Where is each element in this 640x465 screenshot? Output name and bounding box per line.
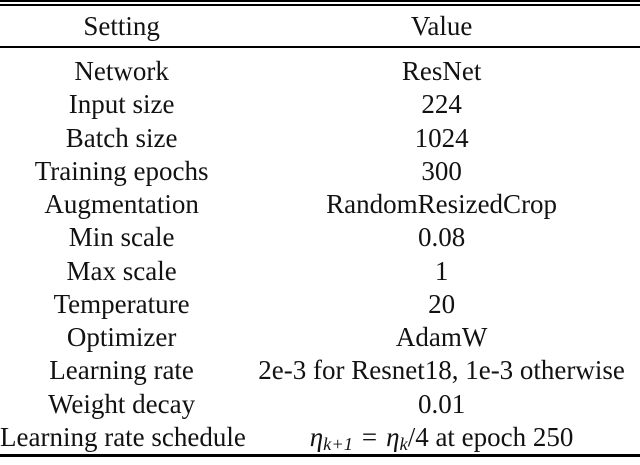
top-rule-outer (0, 0, 640, 2)
setting-cell: Batch size (65, 122, 178, 153)
value-cell: RandomResizedCrop (326, 189, 558, 220)
value-cell: 1024 (414, 122, 469, 153)
table-row-learning-rate: Learning rate 2e-3 for Resnet18, 1e-3 ot… (0, 354, 640, 387)
setting-cell: Learning rate (49, 355, 194, 386)
value-cell: ResNet (401, 56, 482, 87)
eta-subscript-kplus1: k+1 (323, 433, 353, 454)
setting-cell: Min scale (68, 222, 175, 253)
value-cell-math: ηk+1 = ηk/4 at epoch 250 (243, 421, 640, 454)
setting-cell: Optimizer (66, 322, 177, 353)
table-row-batch-size: Batch size 1024 (0, 122, 640, 155)
table-row-min-scale: Min scale 0.08 (0, 221, 640, 254)
table-row-training-epochs: Training epochs 300 (0, 155, 640, 188)
eta-subscript-k: k (399, 433, 408, 454)
header-rule (0, 46, 640, 48)
setting-cell: Training epochs (34, 155, 209, 186)
setting-cell: Augmentation (44, 189, 199, 220)
value-cell: 0.01 (417, 388, 466, 419)
setting-cell: Input size (68, 89, 175, 120)
header-spacer (0, 48, 640, 55)
value-cell: AdamW (395, 322, 488, 353)
table-row-input-size: Input size 224 (0, 88, 640, 121)
table-row-temperature: Temperature 20 (0, 288, 640, 321)
header-value: Value (410, 10, 473, 41)
table-row-augmentation: Augmentation RandomResizedCrop (0, 188, 640, 221)
eta-symbol: η (309, 421, 324, 452)
value-cell: 0.08 (417, 222, 466, 253)
setting-cell: Temperature (53, 288, 190, 319)
table-row-weight-decay: Weight decay 0.01 (0, 388, 640, 421)
setting-cell: Network (74, 56, 169, 87)
math-tail-text: /4 at epoch 250 (407, 421, 574, 452)
table-row-network: Network ResNet (0, 55, 640, 88)
top-rule-gap (0, 2, 640, 4)
value-cell: 1 (434, 255, 449, 286)
eta-symbol: η (386, 421, 400, 452)
value-cell: 20 (428, 288, 456, 319)
top-rule-inner (0, 4, 640, 6)
header-setting: Setting (83, 10, 160, 41)
table-row-max-scale: Max scale 1 (0, 255, 640, 288)
setting-cell: Weight decay (48, 388, 196, 419)
table-row-optimizer: Optimizer AdamW (0, 321, 640, 354)
bottom-rule (0, 454, 640, 457)
value-cell: 2e-3 for Resnet18, 1e-3 otherwise (258, 355, 625, 386)
table-header-row: Setting Value (0, 6, 640, 46)
value-cell: 300 (421, 155, 462, 186)
table-row-lr-schedule: Learning rate schedule ηk+1 = ηk/4 at epoc… (0, 421, 640, 454)
setting-cell: Max scale (66, 255, 177, 286)
equals-sign: = (361, 421, 378, 452)
setting-cell: Learning rate schedule (0, 421, 246, 452)
value-cell: 224 (421, 89, 462, 120)
table-body: Network ResNet Input size 224 Batch size… (0, 55, 640, 454)
